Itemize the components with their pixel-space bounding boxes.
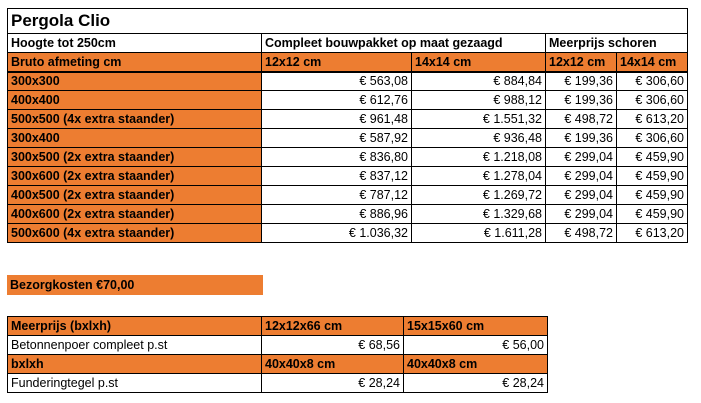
- size-label: Bruto afmeting cm: [7, 52, 262, 73]
- kit-label: Compleet bouwpakket op maat gezaagd: [261, 33, 546, 53]
- extras-header-c1: 12x12x66 cm: [261, 316, 404, 336]
- price-14x14-kit: € 1.551,32: [411, 109, 546, 129]
- price-14x14-kit: € 988,12: [411, 90, 546, 110]
- price-12x12-kit: € 886,96: [261, 204, 412, 224]
- delivery-row: Bezorgkosten €70,00: [7, 275, 263, 295]
- delivery-cost: Bezorgkosten €70,00: [7, 275, 263, 295]
- price-14x14-kit: € 1.269,72: [411, 185, 546, 205]
- price-12x12-kit: € 787,12: [261, 185, 412, 205]
- price-12x12-extra: € 199,36: [545, 128, 617, 148]
- height-label: Hoogte tot 250cm: [7, 33, 262, 53]
- delivery-box: Bezorgkosten €70,00: [7, 275, 263, 295]
- size-cell: 400x400: [7, 90, 262, 110]
- price-14x14-kit: € 936,48: [411, 128, 546, 148]
- size-cell: 300x500 (2x extra staander): [7, 147, 262, 167]
- extras-row-v2: € 56,00: [403, 335, 548, 355]
- price-14x14-extra: € 459,90: [615, 147, 689, 167]
- extras-row-v2: € 28,24: [403, 373, 548, 393]
- price-14x14-extra: € 459,90: [615, 185, 689, 205]
- subheader-row: Bruto afmeting cm 12x12 cm 14x14 cm 12x1…: [7, 52, 689, 73]
- price-14x14-extra: € 613,20: [615, 109, 689, 129]
- price-row: 300x500 (2x extra staander) € 836,80 € 1.2…: [7, 147, 689, 167]
- price-14x14-extra: € 306,60: [615, 128, 689, 148]
- extras-row: Funderingtegel p.st € 28,24 € 28,24: [7, 373, 548, 393]
- size-cell: 500x600 (4x extra staander): [7, 223, 262, 243]
- price-table: Pergola Clio Hoogte tot 250cm Compleet b…: [6, 8, 689, 243]
- price-row: 500x600 (4x extra staander) € 1.036,32 € 1…: [7, 223, 689, 243]
- extras-row-v1: € 28,24: [261, 373, 404, 393]
- col-12x12-kit: 12x12 cm: [261, 52, 412, 73]
- extras-row-label: Funderingtegel p.st: [7, 373, 262, 393]
- price-12x12-kit: € 563,08: [261, 71, 412, 91]
- page-title: Pergola Clio: [6, 8, 689, 34]
- price-14x14-extra: € 459,90: [615, 204, 689, 224]
- price-row: 400x400 € 612,76 € 988,12 € 199,36 € 306,60: [7, 90, 689, 110]
- price-14x14-kit: € 1.611,28: [411, 223, 546, 243]
- col-14x14-kit: 14x14 cm: [411, 52, 546, 73]
- price-row: 400x600 (2x extra staander) € 886,96 € 1.3…: [7, 204, 689, 224]
- price-14x14-extra: € 306,60: [615, 90, 689, 110]
- price-row: 400x500 (2x extra staander) € 787,12 € 1.2…: [7, 185, 689, 205]
- price-12x12-extra: € 199,36: [545, 90, 617, 110]
- price-12x12-kit: € 587,92: [261, 128, 412, 148]
- rows-body: 300x300 € 563,08 € 884,84 € 199,36 € 306,60 4…: [7, 71, 689, 243]
- price-12x12-extra: € 299,04: [545, 185, 617, 205]
- header-row: Hoogte tot 250cm Compleet bouwpakket op …: [7, 33, 689, 53]
- price-12x12-extra: € 498,72: [545, 109, 617, 129]
- size-cell: 300x600 (2x extra staander): [7, 166, 262, 186]
- price-row: 300x600 (2x extra staander) € 837,12 € 1.2…: [7, 166, 689, 186]
- size-cell: 400x500 (2x extra staander): [7, 185, 262, 205]
- extras-header-label: Meerprijs (bxlxh): [7, 316, 262, 336]
- price-row: 300x300 € 563,08 € 884,84 € 199,36 € 306,60: [7, 71, 689, 91]
- price-14x14-extra: € 459,90: [615, 166, 689, 186]
- extras-header-label: bxlxh: [7, 354, 262, 374]
- size-cell: 500x500 (4x extra staander): [7, 109, 262, 129]
- extras-row-v1: € 68,56: [261, 335, 404, 355]
- extra-label: Meerprijs schoren: [544, 33, 689, 53]
- price-12x12-kit: € 1.036,32: [261, 223, 412, 243]
- price-14x14-kit: € 1.218,08: [411, 147, 546, 167]
- extras-row-label: Betonnenpoer compleet p.st: [7, 335, 262, 355]
- extras-header-c1: 40x40x8 cm: [261, 354, 404, 374]
- title-row: Pergola Clio: [6, 8, 689, 34]
- col-14x14-extra: 14x14 cm: [615, 52, 689, 73]
- price-12x12-extra: € 299,04: [545, 147, 617, 167]
- size-cell: 300x300: [7, 71, 262, 91]
- price-14x14-kit: € 884,84: [411, 71, 546, 91]
- col-12x12-extra: 12x12 cm: [545, 52, 617, 73]
- price-row: 300x400 € 587,92 € 936,48 € 199,36 € 306,60: [7, 128, 689, 148]
- price-14x14-extra: € 306,60: [615, 71, 689, 91]
- price-14x14-extra: € 613,20: [615, 223, 689, 243]
- price-12x12-extra: € 299,04: [545, 166, 617, 186]
- size-cell: 400x600 (2x extra staander): [7, 204, 262, 224]
- price-12x12-kit: € 961,48: [261, 109, 412, 129]
- price-12x12-extra: € 498,72: [545, 223, 617, 243]
- price-14x14-kit: € 1.278,04: [411, 166, 546, 186]
- extras-row: Betonnenpoer compleet p.st € 68,56 € 56,…: [7, 335, 548, 355]
- extras-table: Meerprijs (bxlxh) 12x12x66 cm 15x15x60 c…: [7, 316, 548, 393]
- extras-header-c2: 40x40x8 cm: [403, 354, 548, 374]
- extras-header-row: Meerprijs (bxlxh) 12x12x66 cm 15x15x60 c…: [7, 316, 548, 336]
- size-cell: 300x400: [7, 128, 262, 148]
- price-12x12-kit: € 612,76: [261, 90, 412, 110]
- price-12x12-kit: € 837,12: [261, 166, 412, 186]
- price-12x12-extra: € 199,36: [545, 71, 617, 91]
- price-14x14-kit: € 1.329,68: [411, 204, 546, 224]
- price-12x12-kit: € 836,80: [261, 147, 412, 167]
- price-12x12-extra: € 299,04: [545, 204, 617, 224]
- extras-header-row: bxlxh 40x40x8 cm 40x40x8 cm: [7, 354, 548, 374]
- price-row: 500x500 (4x extra staander) € 961,48 € 1.5…: [7, 109, 689, 129]
- extras-header-c2: 15x15x60 cm: [403, 316, 548, 336]
